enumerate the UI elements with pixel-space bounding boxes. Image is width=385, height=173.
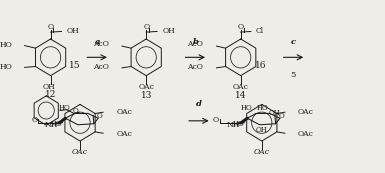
Text: d: d [196,100,202,108]
Text: O: O [213,116,219,124]
Text: OAc: OAc [72,148,88,156]
Text: O: O [279,112,284,120]
Text: b: b [192,38,198,45]
Text: HO: HO [233,120,244,128]
Text: OH: OH [269,109,281,117]
Text: OH: OH [162,28,175,35]
Text: O: O [31,116,37,124]
Text: a: a [94,38,100,45]
Text: HO: HO [59,104,70,112]
Text: 15: 15 [69,61,80,70]
Text: OAc: OAc [298,130,314,138]
Text: OAc: OAc [298,108,314,116]
Text: Cl: Cl [255,28,263,35]
Text: HO: HO [51,120,63,128]
Text: AcO: AcO [93,40,109,48]
Text: O: O [97,112,102,120]
Text: OAc: OAc [116,130,132,138]
Text: NH: NH [45,121,59,129]
Text: OAc: OAc [138,83,154,91]
Text: 5: 5 [291,71,296,79]
Text: HO: HO [256,104,268,112]
Text: AcO: AcO [187,63,203,71]
Text: 12: 12 [45,90,56,99]
Text: HO: HO [0,41,12,49]
Text: OAc: OAc [116,108,132,116]
Text: O: O [238,23,244,31]
Text: HO: HO [241,104,252,112]
Text: OAc: OAc [233,83,249,91]
Text: AcO: AcO [187,40,203,48]
Text: AcO: AcO [93,63,109,71]
Text: O: O [48,23,54,31]
Text: 16: 16 [255,61,266,70]
Text: HO: HO [0,63,12,71]
Text: OH: OH [67,28,80,35]
Text: 13: 13 [141,91,152,100]
Text: O: O [144,23,150,31]
Text: OAc: OAc [254,148,270,156]
Text: c: c [291,38,296,45]
Text: O: O [73,107,78,115]
Text: NH: NH [227,121,240,129]
Text: 14: 14 [235,91,246,100]
Text: OH: OH [256,126,267,134]
Text: OH: OH [42,83,55,91]
